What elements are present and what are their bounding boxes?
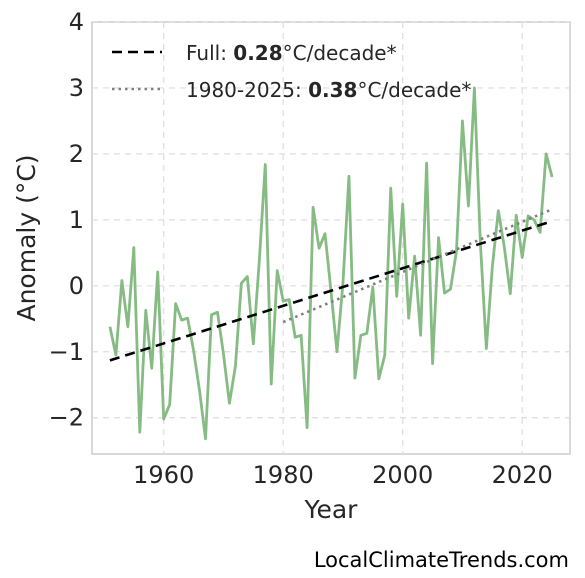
y-tick-label: 2 — [69, 140, 84, 168]
y-tick-label: 0 — [69, 272, 84, 300]
trend-line-full — [109, 219, 553, 362]
x-tick-label: 1960 — [133, 461, 194, 489]
y-tick-label: −2 — [49, 404, 84, 432]
y-axis-title: Anomaly (°C) — [12, 154, 41, 321]
x-tick-label: 1980 — [253, 461, 314, 489]
x-axis-title: Year — [304, 495, 359, 524]
trend-line-1980-2025 — [282, 208, 553, 324]
y-tick-label: −1 — [49, 338, 84, 366]
anomaly-chart: 1960 1980 2000 2020 −2 −1 0 1 2 3 4 Year Anomaly (… — [12, 8, 571, 524]
tick-labels: 1960 1980 2000 2020 −2 −1 0 1 2 3 4 — [49, 8, 553, 489]
legend-label: 1980-2025: 0.38°C/decade* — [186, 78, 471, 102]
y-tick-label: 1 — [69, 206, 84, 234]
legend-label: Full: 0.28°C/decade* — [186, 41, 397, 65]
x-tick-label: 2000 — [372, 461, 433, 489]
y-tick-label: 3 — [69, 74, 84, 102]
legend: Full: 0.28°C/decade* 1980-2025: 0.38°C/de… — [112, 41, 471, 102]
y-tick-label: 4 — [69, 8, 84, 36]
credit-text: LocalClimateTrends.com — [313, 548, 569, 572]
x-tick-label: 2020 — [492, 461, 553, 489]
series-group — [108, 86, 554, 441]
